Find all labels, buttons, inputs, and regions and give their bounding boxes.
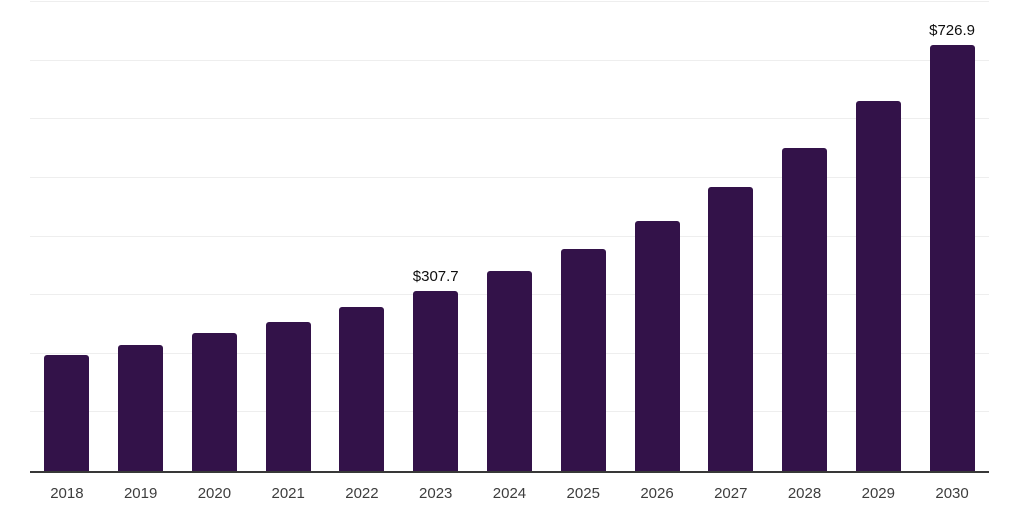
x-tick-label-2019: 2019 [123, 485, 158, 502]
bar-slot-2018 [30, 2, 104, 471]
bar-slot-2022 [325, 2, 399, 471]
bars-container: $307.7 $726.9 [30, 2, 989, 471]
bar-slot-2019 [104, 2, 178, 471]
x-tick-label-2022: 2022 [345, 485, 379, 502]
bar-2020 [191, 332, 237, 471]
x-tick-label-2030: 2030 [935, 485, 969, 502]
bar-slot-2024 [473, 2, 547, 471]
x-tick-label-2026: 2026 [640, 485, 674, 502]
x-tick-label-2020: 2020 [197, 485, 232, 502]
x-tick-label-2021: 2021 [271, 485, 305, 502]
bar-2028 [782, 147, 828, 471]
bar-2022 [339, 307, 385, 471]
x-tick-label-2028: 2028 [787, 485, 822, 502]
x-tick-label-2027: 2027 [714, 485, 748, 502]
bar-slot-2026 [620, 2, 694, 471]
gridline-600 [30, 118, 989, 120]
bar-value-label-2030: $726.9 [929, 21, 976, 39]
gridline-500 [30, 176, 989, 178]
bar-2023 [413, 290, 459, 471]
bar-slot-2029 [841, 2, 915, 471]
gridline-400 [30, 235, 989, 237]
bar-2024 [486, 271, 532, 471]
plot-area: $307.7 $726.9 [30, 1, 989, 471]
bar-slot-2028 [768, 2, 842, 471]
bar-2029 [855, 100, 901, 471]
gridline-800 [30, 1, 989, 2]
x-axis-tick-labels: 2018 2019 2020 2021 2022 2023 2024 2025 2026 2027… [30, 485, 989, 503]
x-tick-label-2018: 2018 [50, 485, 84, 502]
bar-slot-2021 [251, 2, 325, 471]
bar-2030 [929, 44, 975, 471]
bar-slot-2030: $726.9 [915, 2, 989, 471]
bar-2025 [560, 249, 606, 471]
bar-slot-2020 [178, 2, 252, 471]
bar-slot-2025 [546, 2, 620, 471]
bar-2019 [118, 344, 164, 471]
x-axis-line [30, 471, 989, 473]
bar-2018 [44, 354, 90, 471]
x-tick-label-2025: 2025 [566, 485, 600, 502]
bar-2027 [708, 186, 754, 471]
bar-value-label-2023: $307.7 [412, 267, 459, 285]
bar-2026 [634, 220, 680, 471]
x-tick-label-2029: 2029 [861, 485, 895, 502]
x-tick-label-2024: 2024 [492, 485, 527, 502]
bar-2021 [265, 321, 311, 471]
bar-slot-2027 [694, 2, 768, 471]
x-tick-label-2023: 2023 [419, 485, 453, 502]
bar-slot-2023: $307.7 [399, 2, 473, 471]
gridline-700 [30, 59, 989, 61]
